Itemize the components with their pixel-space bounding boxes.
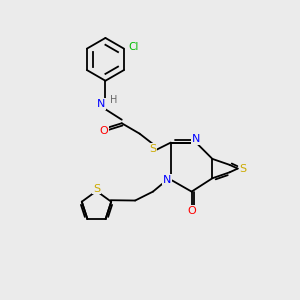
Text: S: S [93,184,100,194]
Text: O: O [187,206,196,216]
Text: N: N [97,99,105,109]
Text: S: S [149,143,157,154]
Text: O: O [100,126,108,136]
Text: N: N [163,175,171,185]
Text: H: H [110,95,117,105]
Text: Cl: Cl [128,42,139,52]
Text: S: S [239,164,247,174]
Text: N: N [192,134,200,144]
